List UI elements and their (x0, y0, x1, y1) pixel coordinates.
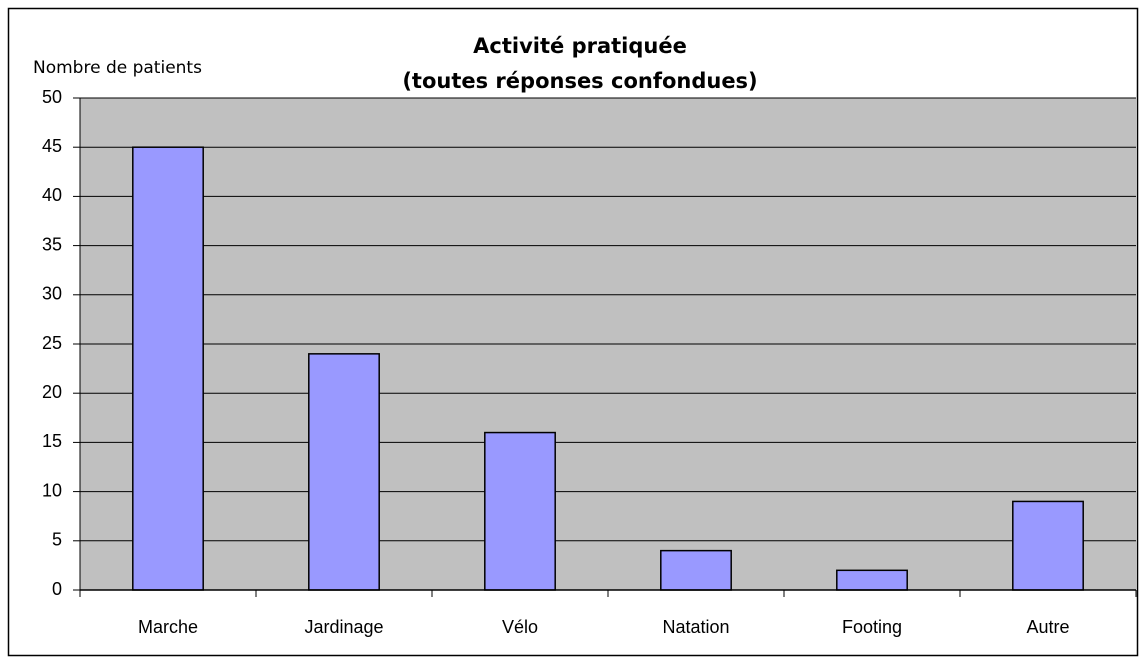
chart-title: (toutes réponses confondues) (402, 69, 757, 93)
bar (660, 549, 732, 591)
y-tick-label: 30 (42, 284, 62, 304)
y-tick-label: 50 (42, 87, 62, 107)
bar (132, 146, 204, 591)
x-tick-label: Marche (138, 617, 198, 637)
y-tick-label: 20 (42, 382, 62, 402)
y-tick-label: 5 (52, 530, 62, 550)
x-tick-label: Vélo (502, 617, 538, 637)
y-tick-label: 10 (42, 480, 62, 500)
bar (308, 353, 380, 591)
x-tick-label: Autre (1026, 617, 1069, 637)
bar (1012, 500, 1084, 591)
x-tick-label: Footing (842, 617, 902, 637)
x-tick-label: Natation (662, 617, 729, 637)
y-tick-label: 40 (42, 185, 62, 205)
y-tick-label: 35 (42, 234, 62, 254)
x-tick-label: Jardinage (304, 617, 383, 637)
y-tick-label: 0 (52, 579, 62, 599)
bar (836, 569, 908, 591)
y-tick-label: 15 (42, 431, 62, 451)
y-axis-label: Nombre de patients (33, 58, 202, 78)
bar (484, 431, 556, 591)
y-tick-label: 45 (42, 136, 62, 156)
chart-title: Activité pratiquée (473, 34, 687, 58)
y-tick-label: 25 (42, 333, 62, 353)
